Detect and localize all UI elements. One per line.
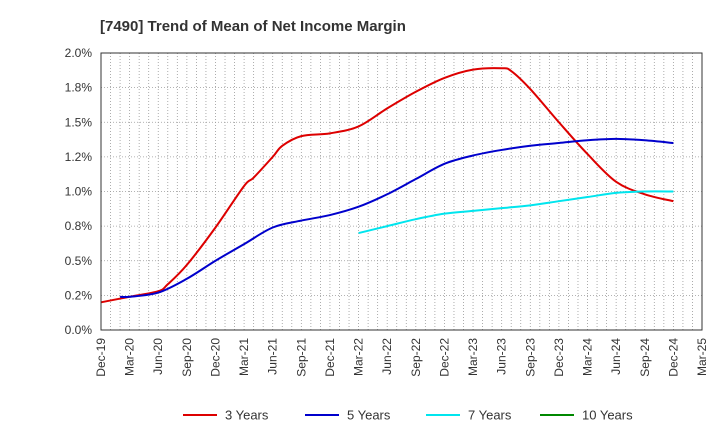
x-tick-label: Sep-24: [638, 338, 652, 377]
x-tick-label: Mar-20: [123, 338, 137, 376]
x-tick-label: Mar-25: [695, 338, 709, 376]
x-tick-label: Sep-21: [294, 338, 308, 377]
legend-label-5-years: 5 Years: [347, 408, 391, 423]
y-tick-label: 1.5%: [65, 115, 93, 129]
y-tick-label: 0.5%: [65, 254, 93, 268]
x-tick-label: Mar-23: [466, 338, 480, 376]
x-tick-label: Mar-24: [581, 338, 595, 376]
plot-frame: [100, 52, 703, 331]
x-tick-label: Sep-20: [180, 338, 194, 377]
x-tick-label: Dec-23: [552, 338, 566, 377]
x-tick-label: Dec-21: [323, 338, 337, 377]
y-tick-label: 0.8%: [65, 219, 93, 233]
grid: [101, 53, 702, 330]
chart-title: [7490] Trend of Mean of Net Income Margi…: [100, 18, 406, 35]
y-axis: 0.0% 0.2% 0.5% 0.8% 1.0% 1.2% 1.5% 1.8% 2.0%: [65, 46, 93, 337]
legend-label-10-years: 10 Years: [582, 408, 633, 423]
y-tick-label: 1.0%: [65, 185, 93, 199]
x-tick-label: Dec-24: [666, 338, 680, 377]
x-tick-label: Jun-24: [609, 338, 623, 375]
series-line-7-years: [358, 190, 674, 235]
y-tick-label: 1.8%: [65, 81, 93, 95]
x-tick-label: Dec-19: [94, 338, 108, 377]
x-tick-label: Dec-20: [208, 338, 222, 377]
series-line-3-years: [100, 67, 674, 304]
x-tick-label: Sep-22: [409, 338, 423, 377]
y-tick-label: 1.2%: [65, 150, 93, 164]
x-tick-label: Mar-22: [352, 338, 366, 376]
legend-label-7-years: 7 Years: [468, 408, 512, 423]
y-tick-label: 0.0%: [65, 323, 93, 337]
legend-label-3-years: 3 Years: [225, 408, 269, 423]
x-axis: Dec-19 Mar-20 Jun-20 Sep-20 Dec-20 Mar-21 Jun-…: [94, 338, 709, 377]
y-tick-label: 0.2%: [65, 288, 93, 302]
series-line-5-years: [120, 137, 674, 299]
x-tick-label: Jun-23: [495, 338, 509, 375]
x-tick-label: Jun-20: [151, 338, 165, 375]
y-tick-label: 2.0%: [65, 46, 93, 60]
x-tick-label: Sep-23: [523, 338, 537, 377]
series-group: [100, 67, 674, 304]
legend: 3 Years 5 Years 7 Years 10 Years: [183, 408, 633, 423]
x-tick-label: Dec-22: [437, 338, 451, 377]
x-tick-label: Mar-21: [237, 338, 251, 376]
x-tick-label: Jun-22: [380, 338, 394, 375]
x-tick-label: Jun-21: [266, 338, 280, 375]
